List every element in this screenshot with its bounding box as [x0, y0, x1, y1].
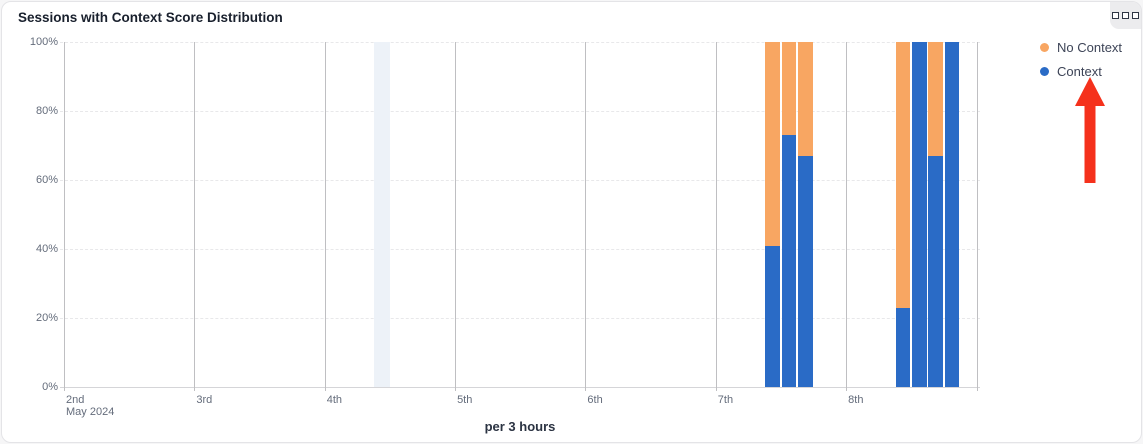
bar-segment-context: [928, 155, 943, 387]
legend-label-context: Context: [1057, 64, 1102, 79]
h-gridline: [60, 249, 980, 250]
v-gridline: [585, 42, 587, 387]
legend-label-no-context: No Context: [1057, 40, 1123, 55]
x-axis-tick: [976, 387, 978, 391]
h-gridline: [60, 387, 980, 388]
bar-segment-context: [944, 42, 960, 387]
bar-may-8th-15h[interactable]: [928, 42, 943, 387]
v-gridline: [715, 42, 717, 387]
bar-may-7th-15h[interactable]: [798, 42, 813, 387]
h-gridline: [60, 318, 980, 319]
x-axis-title: per 3 hours: [484, 419, 556, 434]
y-axis-tick-label: 40%: [35, 243, 58, 255]
bar-segment-context: [781, 135, 797, 387]
y-axis-tick-label: 100%: [29, 36, 58, 48]
bar-segment-context: [895, 307, 911, 387]
v-gridline: [194, 42, 196, 387]
bar-segment-no-context: [928, 42, 943, 156]
x-axis-month-label: May 2024: [66, 406, 115, 418]
x-axis-tick: [194, 387, 196, 391]
x-axis-tick: [585, 387, 587, 391]
bar-segment-no-context: [765, 42, 781, 246]
x-axis-tick-label: 4th: [326, 394, 342, 406]
x-axis-tick-label: 8th: [848, 394, 864, 406]
x-axis-tick: [455, 387, 457, 391]
bar-segment-no-context: [781, 42, 797, 136]
card-menu-button[interactable]: [1110, 2, 1141, 29]
v-gridline: [324, 42, 326, 387]
y-axis-tick-label: 0%: [42, 381, 58, 393]
x-axis-tick: [324, 387, 326, 391]
legend-item-context[interactable]: Context: [1040, 64, 1122, 79]
x-axis-tick-label: 7th: [717, 394, 734, 406]
chart-title: Sessions with Context Score Distribution: [18, 10, 283, 25]
x-axis-tick-label: 6th: [587, 394, 603, 406]
bar-segment-no-context: [798, 42, 813, 156]
legend-item-no-context[interactable]: No Context: [1040, 40, 1122, 55]
red-arrow-up-shape: [1075, 77, 1105, 183]
legend-dot-context: [1040, 67, 1049, 76]
bar-segment-context: [765, 245, 781, 387]
bar-segment-context: [798, 155, 813, 387]
h-gridline: [60, 42, 980, 43]
x-axis-tick: [64, 387, 65, 391]
x-axis-tick-label: 5th: [457, 394, 473, 406]
x-axis-tick: [846, 387, 848, 391]
bar-may-7th-9h[interactable]: [765, 42, 781, 387]
legend-dot-no-context: [1040, 43, 1049, 52]
highlight-band: [373, 42, 390, 387]
bar-segment-context: [912, 42, 927, 387]
bar-may-8th-18h[interactable]: [944, 42, 960, 387]
h-gridline: [60, 180, 980, 181]
x-axis-tick-label: 3rd: [196, 394, 213, 406]
v-gridline: [64, 42, 65, 387]
v-gridline: [846, 42, 848, 387]
v-gridline: [976, 42, 978, 387]
y-axis-tick-label: 20%: [35, 312, 58, 324]
y-axis-tick-label: 60%: [35, 174, 58, 186]
grid-dots-icon: [1112, 12, 1139, 19]
bar-segment-no-context: [895, 42, 911, 308]
bar-may-8th-9h[interactable]: [895, 42, 911, 387]
bar-may-7th-12h[interactable]: [781, 42, 797, 387]
x-axis-tick: [715, 387, 717, 391]
y-axis-tick-label: 80%: [35, 105, 58, 117]
red-arrow-up-icon: [1075, 77, 1105, 183]
v-gridline: [455, 42, 457, 387]
bar-may-8th-12h[interactable]: [912, 42, 927, 387]
legend: No Context Context: [1040, 40, 1122, 88]
x-axis-tick-label: 2nd: [66, 394, 85, 406]
h-gridline: [60, 111, 980, 112]
